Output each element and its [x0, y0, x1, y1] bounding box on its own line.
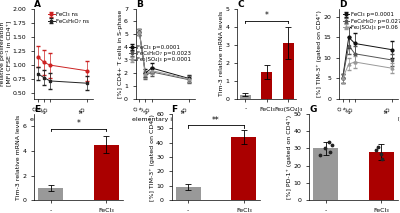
- Y-axis label: [%] TIM-3⁺ (gated on CD4⁺): [%] TIM-3⁺ (gated on CD4⁺): [150, 114, 155, 200]
- Y-axis label: Tim-3 relative mRNA levels: Tim-3 relative mRNA levels: [16, 114, 21, 200]
- Y-axis label: [%] PD-1⁺ (gated on CD4⁺): [%] PD-1⁺ (gated on CD4⁺): [287, 115, 292, 199]
- Text: C: C: [237, 0, 244, 9]
- Text: G: G: [309, 105, 316, 114]
- X-axis label: elementary iron [μM]: elementary iron [μM]: [335, 117, 400, 122]
- Point: [329, 143, 335, 147]
- Point: [326, 140, 332, 143]
- Bar: [369, 152, 394, 200]
- Y-axis label: Tim-3 relative mRNA levels: Tim-3 relative mRNA levels: [219, 11, 224, 96]
- Text: B: B: [136, 0, 142, 9]
- Text: *: *: [265, 11, 269, 20]
- Text: F: F: [172, 105, 178, 114]
- Point: [326, 150, 333, 154]
- Bar: [176, 187, 201, 200]
- Point: [317, 154, 323, 157]
- Y-axis label: [%] CD4+ T cells in S-phase: [%] CD4+ T cells in S-phase: [118, 10, 123, 98]
- Text: **: **: [212, 116, 220, 125]
- Bar: [38, 188, 63, 200]
- Legend: FeCl₃ p=0.0001, FeC₆H₆O₇ p=0.0023, Fe₂(SO₄)₃ p=0.0001: FeCl₃ p=0.0001, FeC₆H₆O₇ p=0.0023, Fe₂(S…: [127, 44, 192, 63]
- X-axis label: elementary iron [μM]: elementary iron [μM]: [132, 117, 198, 122]
- Legend: FeCl₃ p=0.0001, FeC₆H₆O₇ p=0.027, Fe₂(SO₄)₃ p=0.06: FeCl₃ p=0.0001, FeC₆H₆O₇ p=0.027, Fe₂(SO…: [342, 11, 400, 31]
- Legend: FeCl₃ ns, FeC₆H₆O₇ ns: FeCl₃ ns, FeC₆H₆O₇ ns: [47, 11, 90, 25]
- Point: [372, 148, 379, 152]
- Bar: [231, 137, 256, 200]
- Text: *: *: [76, 119, 80, 128]
- Bar: [262, 72, 272, 99]
- Point: [379, 157, 385, 161]
- Bar: [283, 43, 294, 99]
- Bar: [94, 145, 119, 200]
- Point: [322, 147, 328, 150]
- Point: [375, 145, 382, 148]
- Text: E: E: [34, 105, 40, 114]
- Text: D: D: [339, 0, 346, 9]
- Point: [378, 152, 385, 155]
- Bar: [240, 95, 251, 99]
- X-axis label: elementary iron [μM]: elementary iron [μM]: [30, 117, 97, 122]
- Bar: [313, 148, 338, 200]
- Y-axis label: relative proliferation
[MFI CFSE⁻¹ in CD4⁺]: relative proliferation [MFI CFSE⁻¹ in CD…: [0, 21, 11, 86]
- Text: A: A: [34, 0, 41, 9]
- Y-axis label: [%] TIM-3⁺ (gated on CD4⁺): [%] TIM-3⁺ (gated on CD4⁺): [317, 10, 322, 97]
